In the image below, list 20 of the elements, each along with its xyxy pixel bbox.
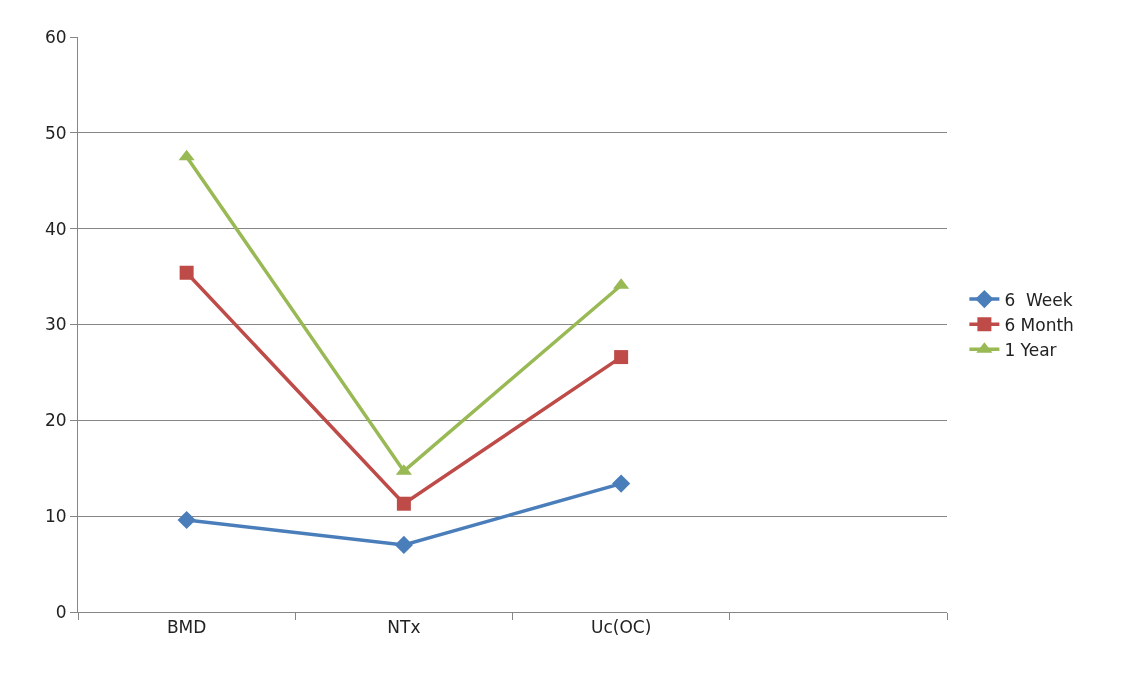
y-tick-label: 50 <box>44 122 67 143</box>
point <box>178 149 195 161</box>
y-tick-label: 10 <box>44 506 67 527</box>
point <box>179 265 194 280</box>
point <box>614 350 629 365</box>
y-tick-label: 40 <box>44 218 67 239</box>
point <box>612 474 631 493</box>
x-tick-label: BMD <box>166 617 207 638</box>
point <box>394 535 413 555</box>
legend-label: 1 Year <box>1004 339 1057 360</box>
y-tick-label: 0 <box>55 601 67 622</box>
x-tick-label: Uc(OC) <box>590 617 652 638</box>
legend-label: 6 Month <box>1004 314 1074 335</box>
x-tick-label: NTx <box>387 617 421 638</box>
legend-label: 6 Week <box>1004 289 1073 310</box>
point <box>177 510 196 530</box>
point <box>396 496 411 511</box>
y-tick-label: 30 <box>44 314 67 335</box>
y-tick-label: 60 <box>44 26 67 47</box>
y-tick-label: 20 <box>44 410 67 431</box>
